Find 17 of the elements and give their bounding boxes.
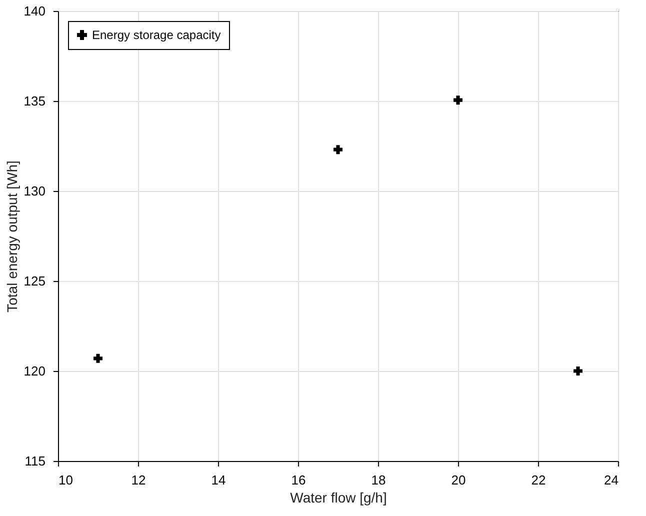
x-tick-label: 22 bbox=[531, 472, 546, 488]
y-tick-label: 120 bbox=[24, 364, 46, 378]
x-tick-label: 14 bbox=[211, 472, 226, 488]
legend-label: Energy storage capacity bbox=[92, 28, 221, 42]
y-tick-label: 115 bbox=[24, 454, 46, 468]
x-tick-label: 12 bbox=[131, 472, 146, 488]
y-tick-label: 135 bbox=[24, 94, 46, 108]
x-tick-label: 10 bbox=[58, 472, 73, 488]
y-axis-title: Total energy output [Wh] bbox=[4, 160, 20, 312]
x-tick-label: 18 bbox=[371, 472, 386, 488]
y-tick-label: 140 bbox=[24, 4, 46, 18]
y-tick-label: 130 bbox=[24, 184, 46, 198]
y-tick-label: 125 bbox=[24, 274, 46, 288]
x-axis-title: Water flow [g/h] bbox=[290, 490, 387, 506]
x-tick-label: 20 bbox=[451, 472, 466, 488]
x-tick-label: 24 bbox=[604, 472, 618, 488]
x-tick-label: 16 bbox=[291, 472, 306, 488]
